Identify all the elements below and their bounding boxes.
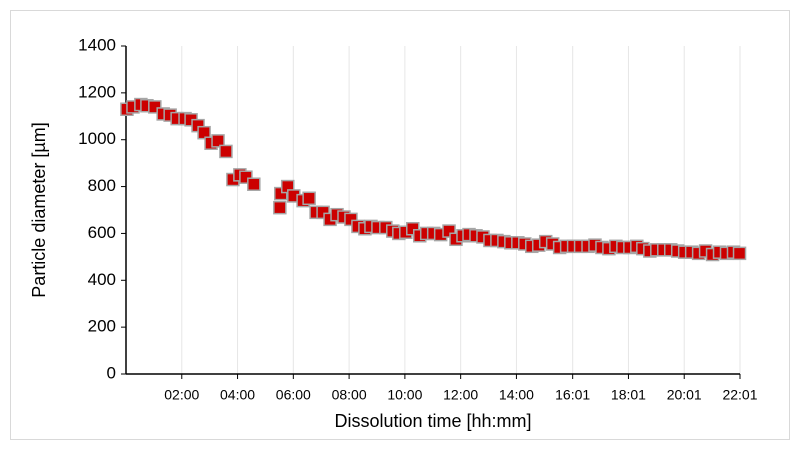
point bbox=[211, 134, 225, 148]
y-tick-label: 200 bbox=[88, 317, 116, 336]
point bbox=[273, 200, 287, 215]
x-tick-label: 06:00 bbox=[276, 387, 311, 403]
y-tick-label: 0 bbox=[107, 363, 116, 382]
x-axis-label: Dissolution time [hh:mm] bbox=[334, 411, 531, 431]
point bbox=[219, 144, 233, 159]
point bbox=[247, 177, 261, 191]
chart-border bbox=[10, 10, 790, 440]
y-axis-label: Particle diameter [µm] bbox=[29, 122, 49, 297]
x-tick-label: 04:00 bbox=[220, 387, 255, 403]
x-tick-label: 02:00 bbox=[164, 387, 199, 403]
x-tick-label: 08:00 bbox=[332, 387, 367, 403]
x-tick-label: 14:00 bbox=[499, 387, 534, 403]
y-tick-label: 800 bbox=[88, 176, 116, 195]
y-tick-label: 1200 bbox=[78, 82, 116, 101]
x-tick-label: 12:00 bbox=[443, 387, 478, 403]
point bbox=[197, 125, 211, 140]
point bbox=[732, 246, 747, 261]
x-tick-label: 20:01 bbox=[667, 387, 702, 403]
y-tick-label: 1400 bbox=[78, 35, 116, 54]
y-tick-label: 400 bbox=[88, 270, 116, 289]
x-tick-label: 18:01 bbox=[611, 387, 646, 403]
x-tick-label: 16:01 bbox=[555, 387, 590, 403]
point bbox=[302, 191, 316, 206]
y-tick-label: 1000 bbox=[78, 129, 116, 148]
x-tick-label: 22:01 bbox=[722, 387, 757, 403]
y-tick-label: 600 bbox=[88, 223, 116, 242]
x-tick-label: 10:00 bbox=[387, 387, 422, 403]
